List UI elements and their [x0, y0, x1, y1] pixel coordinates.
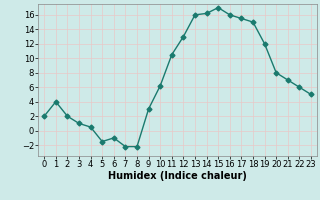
X-axis label: Humidex (Indice chaleur): Humidex (Indice chaleur) — [108, 171, 247, 181]
